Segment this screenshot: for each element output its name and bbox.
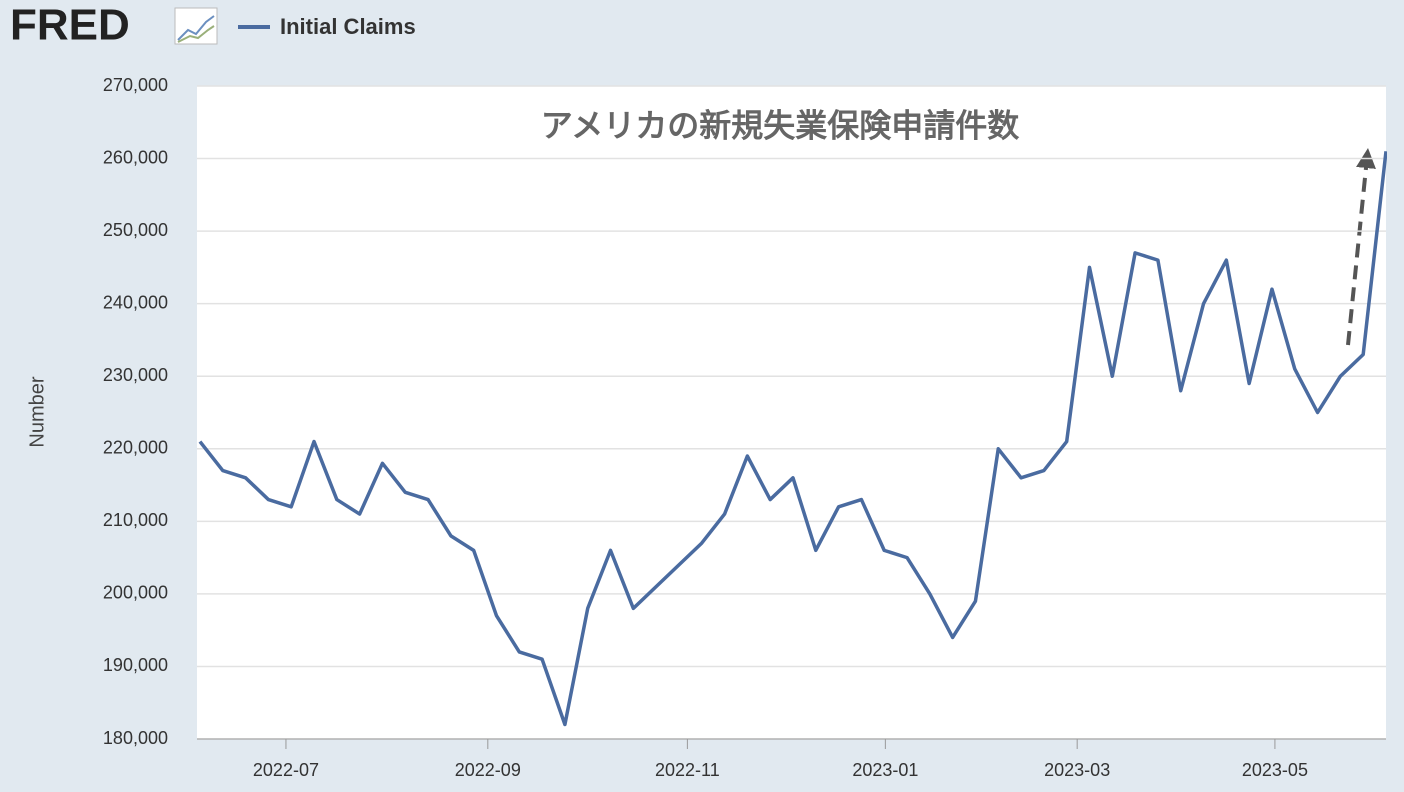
legend-label: Initial Claims [280, 14, 416, 39]
x-tick-label: 2023-01 [852, 760, 918, 780]
y-tick-label: 240,000 [103, 292, 168, 312]
y-tick-label: 250,000 [103, 220, 168, 240]
plot-area [197, 86, 1386, 739]
y-axis-label: Number [26, 376, 48, 447]
logo-icon [174, 7, 218, 45]
y-tick-label: 260,000 [103, 147, 168, 167]
y-tick-label: 180,000 [103, 728, 168, 748]
y-tick-label: 200,000 [103, 583, 168, 603]
x-tick-label: 2022-09 [455, 760, 521, 780]
x-tick-label: 2023-03 [1044, 760, 1110, 780]
x-tick-label: 2022-07 [253, 760, 319, 780]
y-tick-label: 230,000 [103, 365, 168, 385]
y-tick-label: 210,000 [103, 510, 168, 530]
y-tick-label: 190,000 [103, 655, 168, 675]
data-line [198, 151, 1387, 727]
logo: FRED [10, 1, 130, 50]
x-tick-label: 2023-05 [1242, 760, 1308, 780]
y-tick-label: 270,000 [103, 75, 168, 95]
chart-title: アメリカの新規失業保険申請件数 [541, 107, 1020, 143]
annotation-arrow [1346, 148, 1376, 346]
x-tick-label: 2022-11 [655, 760, 720, 780]
y-tick-label: 220,000 [103, 438, 168, 458]
